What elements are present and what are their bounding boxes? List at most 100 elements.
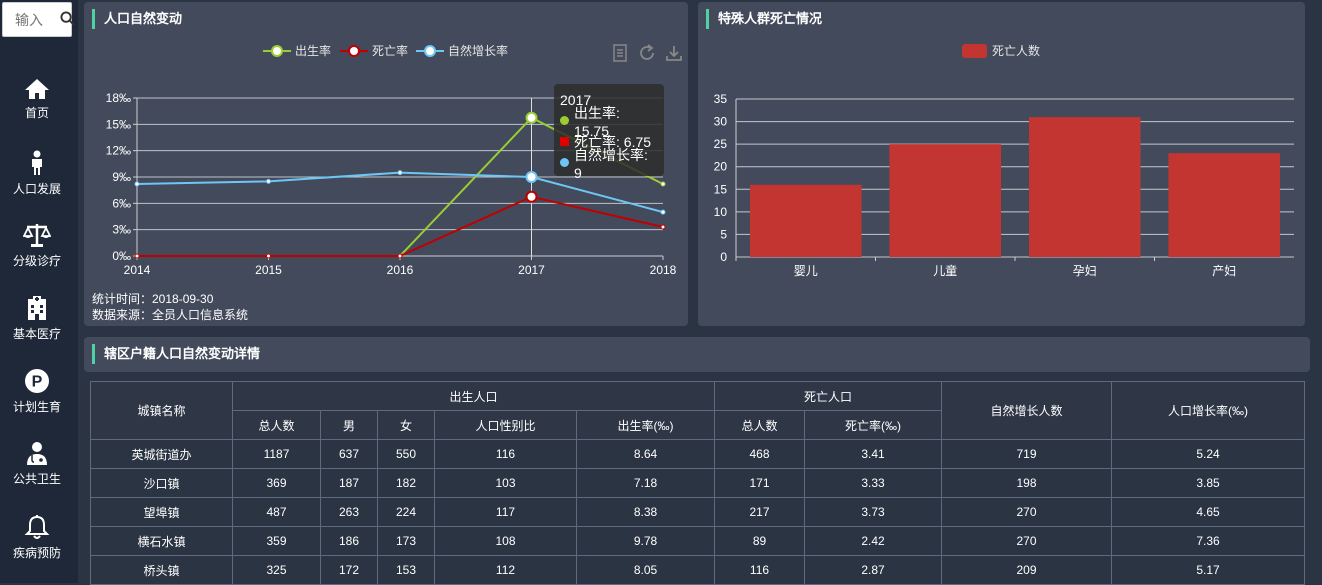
series-line (137, 195, 664, 257)
table-cell: 719 (941, 439, 1112, 469)
data-point (660, 181, 666, 187)
table-row[interactable]: 桥头镇 325 172 153 112 8.05 116 2.87 209 5.17 (90, 555, 1305, 585)
doctor-icon (27, 442, 47, 465)
tooltip-value: 自然增长率: 9 (574, 146, 648, 181)
table-row[interactable]: 沙口镇 369 187 182 103 7.18 171 3.33 198 3.85 (90, 468, 1305, 498)
x-tick-label: 2015 (255, 263, 282, 277)
sidebar-item-disease-prevention[interactable]: 疾病预防 (0, 514, 74, 582)
legend-death-rate[interactable]: 死亡率 (340, 42, 408, 59)
y-tick-label: 25 (714, 137, 728, 151)
search-icon[interactable] (60, 11, 75, 26)
table-cell: 550 (377, 439, 435, 469)
subheader: 男 (320, 410, 378, 440)
table-cell: 186 (320, 526, 378, 556)
subheader: 死亡率(‰) (804, 410, 942, 440)
panel-title: 辖区户籍人口自然变动详情 (92, 344, 260, 364)
y-tick-label: 15‰ (106, 117, 131, 131)
y-tick-label: 3‰ (112, 223, 131, 237)
sidebar-item-label: 公共卫生 (12, 472, 61, 486)
panel-title: 人口自然变动 (92, 9, 182, 29)
data-point (266, 178, 271, 184)
y-tick-label: 0 (720, 250, 727, 264)
sidebar-item-tiered-care[interactable]: 分级诊疗 (0, 222, 74, 290)
legend-dot-icon (560, 116, 569, 125)
table-row[interactable]: 英城街道办 1187 637 550 116 8.64 468 3.41 719 5.24 (90, 439, 1305, 469)
sidebar-item-public-health[interactable]: 公共卫生 (0, 440, 74, 508)
legend-line-icon (263, 44, 291, 57)
legend-label: 死亡率 (372, 44, 409, 58)
table-cell: 8.38 (576, 497, 715, 527)
data-point (397, 253, 403, 259)
tooltip-value: 死亡率: 6.75 (574, 133, 652, 150)
x-tick-label: 产妇 (1212, 264, 1236, 278)
legend-line-icon (416, 44, 444, 57)
x-tick-label: 2016 (387, 263, 414, 277)
legend-growth-rate[interactable]: 自然增长率 (416, 42, 508, 59)
y-tick-label: 18‰ (106, 91, 131, 105)
table-cell: 3.41 (804, 439, 942, 469)
data-view-icon[interactable] (612, 44, 628, 62)
table-cell: 187 (320, 468, 378, 498)
y-tick-label: 35 (714, 92, 728, 106)
table-row[interactable]: 横石水镇 359 186 173 108 9.78 89 2.42 270 7.36 (90, 526, 1305, 556)
table-cell: 487 (232, 497, 321, 527)
x-tick-label: 孕妇 (1073, 264, 1097, 278)
table-cell: 2.87 (804, 555, 942, 585)
y-tick-label: 10 (714, 205, 728, 219)
table-cell: 369 (232, 468, 321, 498)
cell-city: 沙口镇 (90, 468, 233, 498)
sidebar: 首页 人口发展 分级诊疗 基本医疗 P 计划生育 公共卫生 疾病预防 (0, 0, 78, 583)
sidebar-item-population[interactable]: 人口发展 (0, 150, 74, 218)
sidebar-item-label: 首页 (24, 106, 49, 120)
legend-label: 出生率 (295, 44, 332, 58)
sidebar-item-label: 分级诊疗 (12, 254, 61, 268)
sidebar-item-family-planning[interactable]: P 计划生育 (0, 368, 74, 436)
y-tick-label: 12‰ (106, 144, 131, 158)
sidebar-item-basic-medical[interactable]: 基本医疗 (0, 295, 74, 363)
table-cell: 637 (320, 439, 378, 469)
data-point (660, 209, 666, 215)
sidebar-item-label: 疾病预防 (12, 546, 61, 560)
table-cell: 3.33 (804, 468, 942, 498)
table-cell: 8.64 (576, 439, 715, 469)
y-tick-label: 6‰ (112, 196, 131, 210)
table-cell: 89 (714, 526, 805, 556)
table-cell: 171 (714, 468, 805, 498)
refresh-icon[interactable] (638, 44, 656, 62)
search-input[interactable] (15, 4, 61, 35)
x-tick-label: 2017 (518, 263, 545, 277)
x-tick-label: 2014 (124, 263, 151, 277)
subheader: 女 (377, 410, 435, 440)
bar (1168, 153, 1281, 257)
y-tick-label: 20 (714, 160, 728, 174)
subheader: 人口性别比 (434, 410, 577, 440)
data-point (525, 171, 538, 183)
bell-icon (24, 515, 50, 539)
legend-birth-rate[interactable]: 出生率 (263, 42, 331, 59)
legend-label: 自然增长率 (448, 44, 509, 58)
download-icon[interactable] (665, 44, 683, 62)
y-tick-label: 0‰ (112, 249, 131, 263)
data-point (397, 170, 403, 176)
subheader: 出生率(‰) (576, 410, 715, 440)
tooltip-row: 自然增长率: 9 (560, 147, 658, 181)
tooltip-title: 2017 (560, 92, 592, 108)
table-cell: 3.73 (804, 497, 942, 527)
table-cell: 217 (714, 497, 805, 527)
table-row[interactable]: 望埠镇 487 263 224 117 8.38 217 3.73 270 4.65 (90, 497, 1305, 527)
header-death: 死亡人口 (714, 381, 942, 411)
x-tick-label: 2018 (650, 263, 677, 277)
cell-city: 横石水镇 (90, 526, 233, 556)
tooltip-row: 出生率: 15.75 (560, 105, 658, 139)
data-source: 数据来源：全员人口信息系统 (92, 308, 249, 322)
chart-tooltip: 2017 出生率: 15.75 死亡率: 6.75 自然增长率: 9 (554, 84, 664, 181)
home-icon (25, 79, 49, 99)
data-point (134, 253, 140, 259)
legend-deaths[interactable]: 死亡人数 (962, 42, 1040, 59)
table-cell: 325 (232, 555, 321, 585)
table-cell: 172 (320, 555, 378, 585)
sidebar-item-home[interactable]: 首页 (0, 78, 74, 146)
table-cell: 182 (377, 468, 435, 498)
search-box[interactable] (2, 2, 75, 37)
table-cell: 270 (941, 497, 1112, 527)
